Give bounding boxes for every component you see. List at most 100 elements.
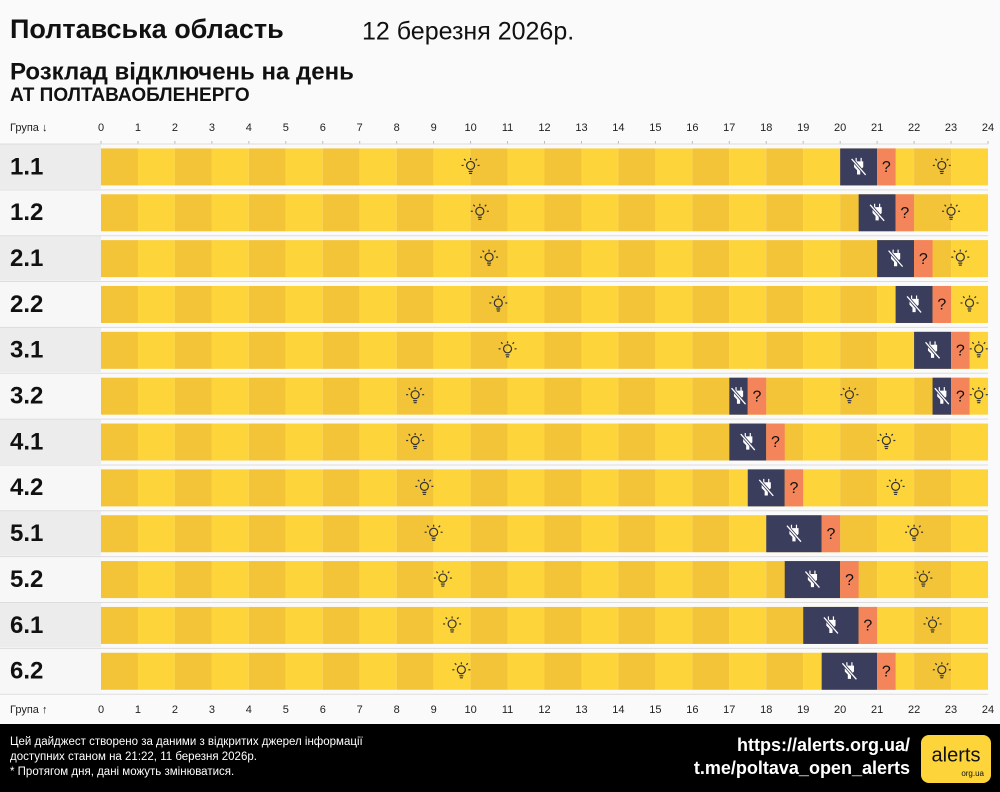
bulb-ray bbox=[417, 479, 420, 482]
hour-cell bbox=[618, 240, 656, 278]
hour-cell bbox=[137, 194, 175, 232]
row-label-bg bbox=[0, 144, 101, 189]
group-name: 4.2 bbox=[10, 474, 43, 501]
x-tick-label: 20 bbox=[834, 122, 846, 134]
group-name: 6.1 bbox=[10, 612, 43, 639]
uncertain bbox=[784, 469, 804, 507]
row-label-bg bbox=[0, 281, 101, 327]
bulb-ray bbox=[438, 525, 441, 528]
power-on-icon bbox=[406, 433, 425, 450]
bulb-ray bbox=[842, 387, 845, 391]
hour-cell bbox=[396, 423, 434, 461]
hour-cell bbox=[101, 652, 138, 690]
outage-icon bbox=[804, 570, 821, 589]
hour-cell bbox=[396, 606, 434, 644]
uncertain bbox=[951, 331, 970, 369]
hour-cell bbox=[581, 469, 619, 507]
bulb bbox=[484, 252, 494, 262]
bulb-ray bbox=[974, 296, 977, 299]
hour-cell bbox=[396, 561, 434, 599]
hour-cell bbox=[101, 194, 138, 232]
bulb-ray bbox=[971, 341, 975, 345]
bulb bbox=[927, 619, 938, 629]
hour-cell bbox=[137, 331, 175, 369]
hour-cell bbox=[470, 148, 508, 186]
power-on-icon bbox=[406, 387, 425, 404]
slash bbox=[888, 250, 904, 268]
x-tick-label: 7 bbox=[357, 704, 363, 716]
x-tick-label: 19 bbox=[797, 704, 809, 716]
power-on-icon bbox=[960, 295, 979, 312]
hour-cell bbox=[840, 285, 878, 323]
company: АТ ПОЛТАВАОБЛЕНЕРГО bbox=[10, 85, 250, 106]
hour-cell bbox=[692, 377, 730, 415]
hour-cell bbox=[692, 331, 730, 369]
bulb bbox=[891, 481, 901, 491]
power-on-icon bbox=[914, 570, 933, 587]
uncertain-symbol: ? bbox=[882, 663, 891, 680]
power-on-icon bbox=[951, 249, 970, 266]
hour-cell bbox=[803, 194, 841, 232]
hour-cell bbox=[101, 561, 138, 599]
slash bbox=[804, 571, 820, 589]
hour-cell bbox=[507, 606, 545, 644]
hour-cell bbox=[322, 606, 360, 644]
bulb-ray bbox=[907, 525, 910, 528]
hour-cell bbox=[544, 240, 582, 278]
bulb-ray bbox=[493, 250, 496, 253]
group-name: 1.1 bbox=[10, 153, 43, 180]
hour-cell bbox=[396, 285, 434, 323]
hour-cell bbox=[581, 148, 619, 186]
hour-cell bbox=[618, 652, 656, 690]
hour-cell bbox=[285, 285, 323, 323]
link[interactable]: t.me/poltava_open_alerts bbox=[694, 758, 910, 778]
hour-cell bbox=[359, 148, 397, 186]
outage-icon bbox=[841, 662, 858, 681]
hour-cell bbox=[618, 469, 656, 507]
x-tick-label: 18 bbox=[760, 704, 772, 716]
hour-cell bbox=[470, 515, 508, 553]
bulb-ray bbox=[971, 387, 975, 391]
uncertain bbox=[821, 515, 841, 553]
hour-cell bbox=[359, 423, 397, 461]
hour-cell bbox=[470, 606, 508, 644]
bulb bbox=[410, 390, 420, 400]
bulb-ray bbox=[962, 296, 965, 299]
hour-cell bbox=[137, 469, 175, 507]
power-on-icon bbox=[498, 341, 517, 358]
bulb bbox=[844, 390, 855, 400]
hour-cell bbox=[655, 515, 693, 553]
hour-cell bbox=[581, 561, 619, 599]
power-on-icon bbox=[932, 662, 951, 679]
power-on-icon bbox=[461, 157, 480, 175]
power-on-icon bbox=[489, 295, 508, 312]
hour-cell bbox=[951, 515, 988, 553]
bulb-ray bbox=[946, 158, 949, 161]
hour-cell bbox=[803, 148, 841, 186]
hour-cell bbox=[359, 652, 397, 690]
hour-cell bbox=[101, 377, 138, 415]
row-label-bg bbox=[0, 556, 101, 602]
hour-cell bbox=[101, 515, 138, 553]
hour-cell bbox=[655, 194, 693, 232]
hour-cell bbox=[803, 423, 841, 461]
hour-cell bbox=[433, 606, 471, 644]
hour-cell bbox=[137, 377, 175, 415]
hour-cell bbox=[359, 194, 397, 232]
uncertain bbox=[766, 423, 785, 461]
hour-cell bbox=[766, 194, 804, 232]
x-tick-label: 6 bbox=[320, 122, 326, 134]
x-tick-label: 10 bbox=[464, 122, 476, 134]
hour-cell bbox=[359, 331, 397, 369]
hour-cell bbox=[211, 652, 249, 690]
bulb-ray bbox=[500, 341, 503, 345]
bulb-ray bbox=[426, 525, 430, 528]
footer bbox=[0, 724, 1000, 792]
bulb-ray bbox=[408, 387, 411, 391]
x-tick-label: 23 bbox=[945, 704, 957, 716]
x-tick-label: 14 bbox=[612, 122, 624, 134]
uncertain-symbol: ? bbox=[753, 388, 762, 405]
hour-cell bbox=[618, 515, 656, 553]
link[interactable]: https://alerts.org.ua/ bbox=[737, 735, 910, 755]
outage-icon bbox=[730, 387, 747, 406]
